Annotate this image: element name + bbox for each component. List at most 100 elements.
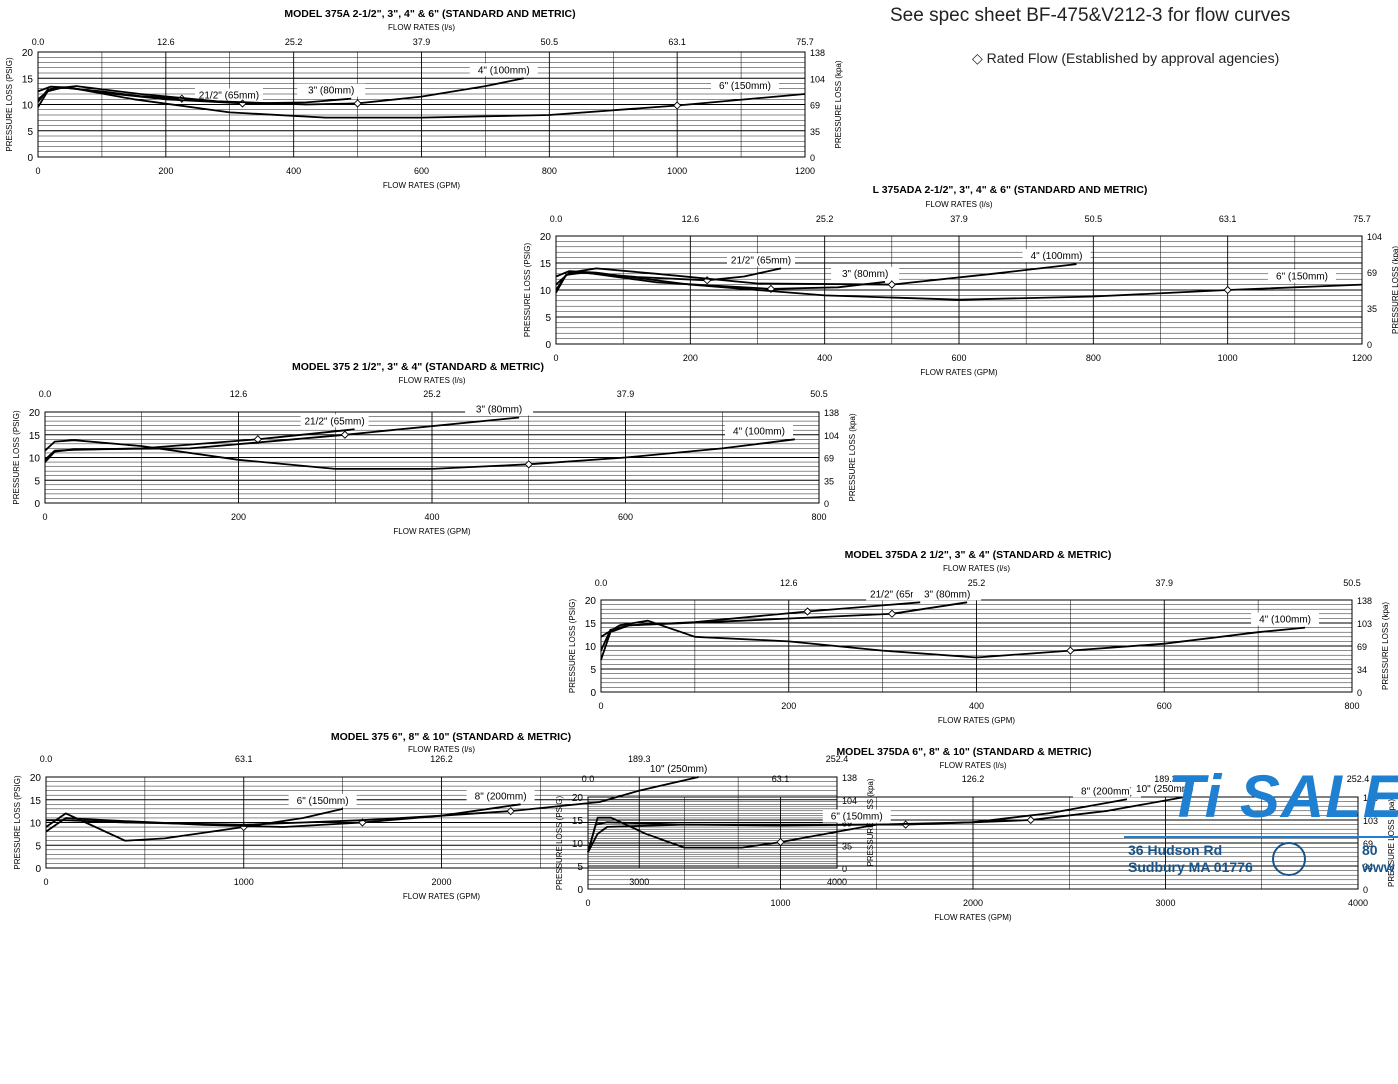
series-label-bg bbox=[1251, 612, 1320, 626]
x-tick-label: 800 bbox=[1086, 353, 1101, 363]
series-line bbox=[37, 85, 806, 119]
series-label: 10" (250mm) bbox=[1136, 784, 1193, 795]
x-tick-label: 400 bbox=[969, 701, 984, 711]
x-tick-label: 800 bbox=[1344, 701, 1359, 711]
y2-tick-label: 35 bbox=[810, 127, 820, 137]
y-axis-label: PRESSURE LOSS (PSIG) bbox=[12, 410, 21, 505]
chart-title: MODEL 375DA 6", 8" & 10" (STANDARD & MET… bbox=[836, 746, 1091, 758]
y2-tick-label: 35 bbox=[1367, 304, 1377, 314]
y2-tick-label: 138 bbox=[1363, 793, 1378, 803]
series-label: 3" (80mm) bbox=[308, 86, 354, 97]
y-tick-label: 20 bbox=[572, 793, 584, 804]
x-axis-label: FLOW RATES (GPM) bbox=[938, 716, 1016, 725]
y2-tick-label: 0 bbox=[1367, 340, 1372, 350]
top-tick-label: 0.0 bbox=[40, 754, 53, 764]
y2-tick-label: 104 bbox=[810, 74, 825, 84]
rated-flow-marker bbox=[1066, 646, 1075, 655]
top-tick-label: 252.4 bbox=[1347, 774, 1370, 784]
y2-tick-label: 0 bbox=[842, 864, 847, 874]
x-tick-label: 400 bbox=[817, 353, 832, 363]
x-tick-label: 0 bbox=[598, 701, 603, 711]
logo-address: 36 Hudson Rd Sudbury MA 01776 bbox=[1128, 842, 1253, 875]
y2-tick-label: 0 bbox=[824, 499, 829, 509]
series-label-bg bbox=[469, 63, 538, 77]
x-tick-label: 3000 bbox=[1155, 898, 1175, 908]
rated-flow-marker bbox=[340, 430, 350, 439]
plot-frame bbox=[44, 411, 820, 504]
y2-tick-label: 138 bbox=[824, 408, 839, 418]
series-label: 4" (100mm) bbox=[733, 426, 785, 437]
top-tick-label: 12.6 bbox=[682, 214, 700, 224]
y2-axis-label: PRESSURE LOSS (kpa) bbox=[1391, 246, 1398, 334]
top-tick-label: 50.5 bbox=[810, 389, 828, 399]
series-line bbox=[587, 796, 1185, 853]
y2-tick-label: 103 bbox=[1357, 619, 1372, 629]
rated-flow-marker bbox=[524, 460, 533, 469]
series-label: 4" (100mm) bbox=[1031, 251, 1083, 262]
rated-flow-marker bbox=[1223, 285, 1232, 295]
x-tick-label: 1000 bbox=[667, 166, 687, 176]
series-label-bg bbox=[711, 79, 779, 92]
x-axis-label: FLOW RATES (GPM) bbox=[934, 913, 1012, 922]
y2-tick-label: 69 bbox=[810, 101, 820, 111]
series-label-bg bbox=[1022, 249, 1091, 263]
y-tick-label: 10 bbox=[30, 819, 42, 830]
x-tick-label: 600 bbox=[414, 166, 429, 176]
top-tick-label: 0.0 bbox=[550, 214, 563, 224]
rated-flow-marker bbox=[506, 806, 515, 816]
y2-tick-label: 69 bbox=[1357, 642, 1367, 652]
x-tick-label: 1000 bbox=[234, 877, 254, 887]
y-tick-label: 0 bbox=[590, 688, 596, 699]
series-line bbox=[44, 416, 520, 463]
y2-tick-label: 138 bbox=[810, 48, 825, 58]
y2-tick-label: 103 bbox=[1363, 816, 1378, 826]
top-tick-label: 50.5 bbox=[541, 37, 559, 47]
top-tick-label: 37.9 bbox=[1155, 578, 1173, 588]
x-tick-label: 200 bbox=[683, 353, 698, 363]
series-label: 4" (100mm) bbox=[478, 65, 530, 76]
series-label-bg bbox=[822, 809, 891, 823]
y2-axis-label: PRESSURE LOSS (kpa) bbox=[1387, 799, 1396, 887]
y2-tick-label: 69 bbox=[1363, 839, 1373, 849]
series-label: 8" (200mm) bbox=[475, 791, 527, 802]
series-line bbox=[587, 816, 877, 853]
x-tick-label: 0 bbox=[35, 166, 40, 176]
chart-title: MODEL 375 6", 8" & 10" (STANDARD & METRI… bbox=[331, 731, 571, 743]
y-tick-label: 20 bbox=[29, 408, 41, 419]
series-label-bg bbox=[1130, 782, 1199, 795]
top-tick-label: 75.7 bbox=[796, 37, 814, 47]
top-tick-label: 37.9 bbox=[413, 37, 431, 47]
series-label: 10" (250mm) bbox=[650, 764, 707, 775]
x-tick-label: 200 bbox=[231, 512, 246, 522]
x-tick-label: 3000 bbox=[629, 877, 649, 887]
y-tick-label: 20 bbox=[30, 773, 42, 784]
series-label-bg bbox=[913, 587, 982, 601]
y2-tick-label: 34 bbox=[1357, 665, 1367, 675]
rated-flow-marker bbox=[776, 837, 785, 847]
series-label: 6" (150mm) bbox=[1276, 272, 1328, 283]
y-tick-label: 20 bbox=[585, 596, 597, 607]
series-label: 21/2" (65mm) bbox=[199, 90, 259, 101]
x-tick-label: 600 bbox=[951, 353, 966, 363]
top-axis-label: FLOW RATES (l/s) bbox=[388, 23, 455, 32]
y-tick-label: 5 bbox=[27, 127, 33, 138]
y-tick-label: 10 bbox=[29, 454, 41, 465]
top-tick-label: 37.9 bbox=[617, 389, 635, 399]
top-tick-label: 252.4 bbox=[826, 754, 849, 764]
top-tick-label: 25.2 bbox=[423, 389, 441, 399]
y-tick-label: 15 bbox=[22, 74, 34, 85]
top-tick-label: 0.0 bbox=[595, 578, 608, 588]
y2-axis-label: PRESSURE LOSS (kpa) bbox=[848, 413, 857, 501]
y2-tick-label: 0 bbox=[1357, 688, 1362, 698]
top-tick-label: 75.7 bbox=[1353, 214, 1371, 224]
x-tick-label: 2000 bbox=[963, 898, 983, 908]
rated-flow-marker bbox=[887, 280, 896, 289]
top-tick-label: 189.3 bbox=[1154, 774, 1177, 784]
y-tick-label: 5 bbox=[35, 841, 41, 852]
y-tick-label: 5 bbox=[34, 476, 40, 487]
x-tick-label: 200 bbox=[158, 166, 173, 176]
top-tick-label: 0.0 bbox=[582, 774, 595, 784]
top-axis-label: FLOW RATES (l/s) bbox=[399, 376, 466, 385]
series-label-bg bbox=[466, 789, 535, 803]
y-tick-label: 0 bbox=[34, 499, 40, 510]
